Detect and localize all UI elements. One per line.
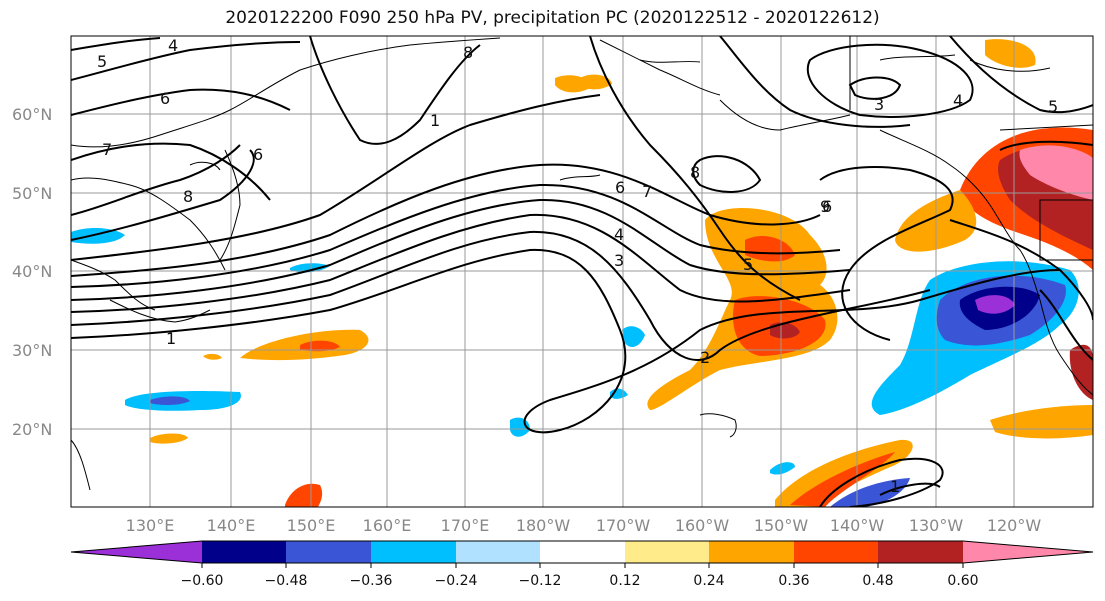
svg-text:4: 4 xyxy=(953,91,963,110)
svg-text:7: 7 xyxy=(642,182,652,201)
svg-text:0.24: 0.24 xyxy=(693,573,724,589)
svg-text:1: 1 xyxy=(430,111,440,130)
svg-text:50°N: 50°N xyxy=(12,184,52,203)
svg-text:1: 1 xyxy=(890,477,900,496)
precip-shading xyxy=(71,39,1093,507)
map-title: 2020122200 F090 250 hPa PV, precipitatio… xyxy=(225,8,880,28)
svg-text:130°W: 130°W xyxy=(909,516,964,535)
colorbar-segment xyxy=(71,541,202,563)
pv-contour-labels: 5 4 8 6 7 1 6 8 3 4 5 6 7 8 9 4 3 5 2 6 … xyxy=(97,36,1058,496)
svg-text:4: 4 xyxy=(614,225,624,244)
svg-text:8: 8 xyxy=(463,43,473,62)
svg-text:150°E: 150°E xyxy=(287,516,336,535)
svg-text:170°W: 170°W xyxy=(596,516,651,535)
colorbar-segment xyxy=(794,541,878,563)
svg-text:−0.60: −0.60 xyxy=(181,573,224,589)
svg-text:−0.12: −0.12 xyxy=(519,573,562,589)
colorbar-segment xyxy=(286,541,371,563)
colorbar-segment xyxy=(202,541,286,563)
colorbar-segment xyxy=(456,541,540,563)
svg-text:3: 3 xyxy=(614,251,624,270)
svg-text:30°N: 30°N xyxy=(12,341,52,360)
lon-labels: 130°E 140°E 150°E 160°E 170°E 180°W 170°… xyxy=(126,516,1042,535)
svg-text:4: 4 xyxy=(168,36,178,55)
svg-text:5: 5 xyxy=(1048,97,1058,116)
colorbar-segment xyxy=(540,541,625,563)
pv-contours xyxy=(71,36,1093,507)
colorbar xyxy=(70,540,1094,568)
svg-text:5: 5 xyxy=(97,52,107,71)
svg-text:8: 8 xyxy=(183,187,193,206)
svg-text:0.48: 0.48 xyxy=(862,573,893,589)
colorbar-segment xyxy=(625,541,709,563)
colorbar-segment xyxy=(963,541,1093,563)
svg-text:180°W: 180°W xyxy=(516,516,571,535)
svg-text:6: 6 xyxy=(822,197,832,216)
svg-text:−0.24: −0.24 xyxy=(435,573,478,589)
svg-text:5: 5 xyxy=(743,255,753,274)
lat-labels: 60°N 50°N 40°N 30°N 20°N xyxy=(12,105,52,439)
svg-text:140°W: 140°W xyxy=(830,516,885,535)
svg-text:1: 1 xyxy=(166,329,176,348)
svg-text:40°N: 40°N xyxy=(12,262,52,281)
colorbar-segment xyxy=(709,541,794,563)
svg-text:−0.48: −0.48 xyxy=(265,573,308,589)
svg-text:8: 8 xyxy=(690,163,700,182)
svg-text:170°E: 170°E xyxy=(441,516,490,535)
svg-text:20°N: 20°N xyxy=(12,420,52,439)
svg-text:9: 9 xyxy=(820,197,830,216)
svg-text:160°W: 160°W xyxy=(675,516,730,535)
svg-text:6: 6 xyxy=(615,178,625,197)
svg-text:140°E: 140°E xyxy=(207,516,256,535)
svg-text:6: 6 xyxy=(253,145,263,164)
svg-text:0.36: 0.36 xyxy=(778,573,809,589)
svg-text:0.60: 0.60 xyxy=(947,573,978,589)
svg-text:−0.36: −0.36 xyxy=(350,573,393,589)
svg-text:60°N: 60°N xyxy=(12,105,52,124)
svg-text:160°E: 160°E xyxy=(363,516,412,535)
svg-text:7: 7 xyxy=(102,140,112,159)
svg-text:2: 2 xyxy=(700,348,710,367)
svg-text:0.12: 0.12 xyxy=(609,573,640,589)
colorbar-segment xyxy=(371,541,456,563)
svg-text:150°W: 150°W xyxy=(754,516,809,535)
svg-text:3: 3 xyxy=(874,95,884,114)
colorbar-segment xyxy=(878,541,963,563)
svg-text:120°W: 120°W xyxy=(987,516,1042,535)
svg-text:6: 6 xyxy=(160,89,170,108)
colorbar-tick-labels: −0.60 −0.48 −0.36 −0.24 −0.12 0.12 0.24 … xyxy=(181,573,979,589)
map-frame xyxy=(70,35,1094,508)
svg-text:130°E: 130°E xyxy=(126,516,175,535)
